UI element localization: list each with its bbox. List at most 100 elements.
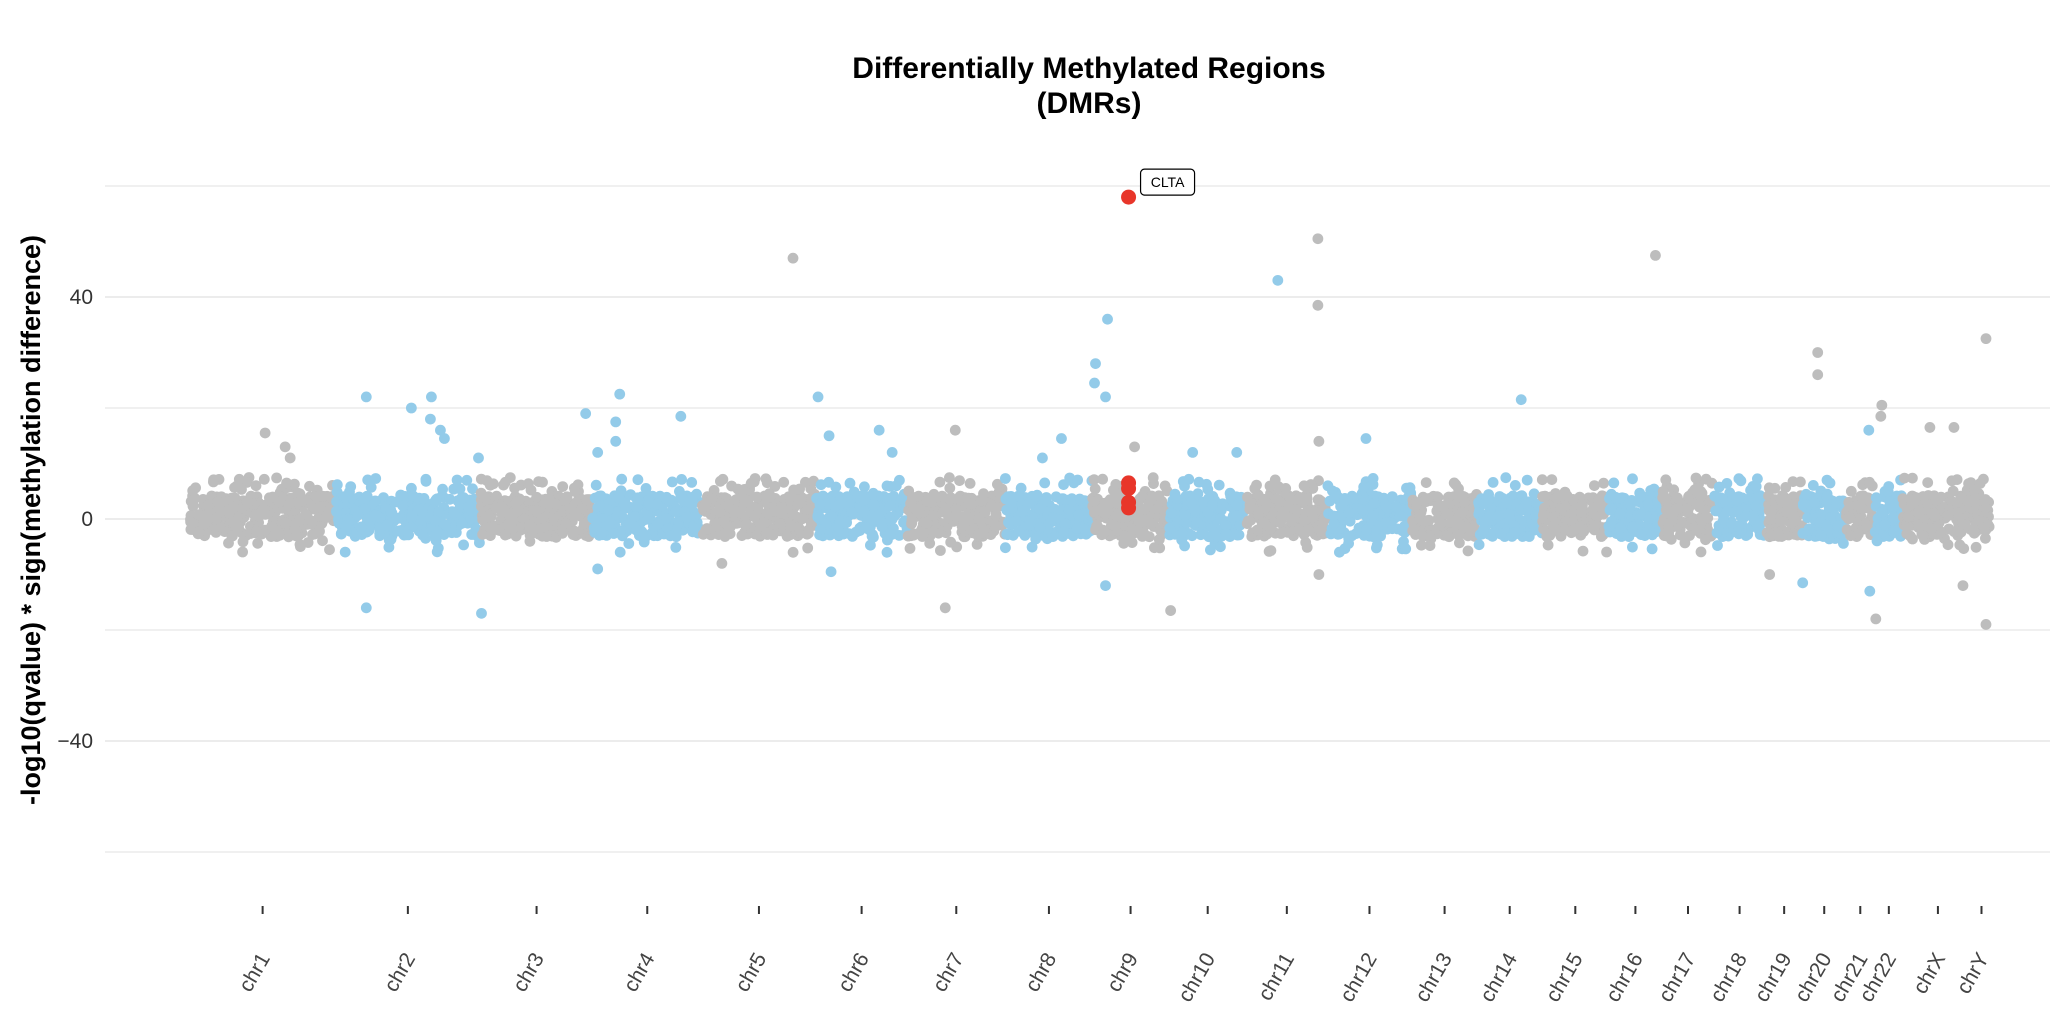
outlier-point: [675, 410, 687, 422]
data-point-chr13: [1422, 493, 1434, 504]
data-point-chr1: [271, 472, 282, 484]
x-tick-label-chr14: chr14: [1476, 949, 1522, 1006]
data-point-chrX: [1929, 511, 1941, 522]
data-point-chr4: [640, 483, 652, 494]
data-point-chr11: [1265, 545, 1277, 556]
data-point-chr4: [674, 486, 685, 497]
outlier-point: [1100, 580, 1111, 591]
data-point-chr8: [1006, 497, 1017, 509]
data-point-chr11: [1313, 495, 1325, 506]
data-point-chr14: [1504, 514, 1516, 526]
outlier-point: [1864, 585, 1876, 597]
data-point-chr17: [1694, 501, 1705, 513]
data-point-chr2: [448, 507, 460, 519]
outlier-point: [823, 430, 835, 442]
data-point-chr3: [541, 531, 552, 542]
data-point-chr10: [1231, 499, 1243, 511]
data-point-chr5: [751, 491, 763, 503]
data-point-chr11: [1298, 480, 1310, 492]
data-point-chr3: [559, 495, 571, 506]
data-point-chr2: [458, 492, 470, 504]
data-point-chr3: [536, 513, 548, 524]
data-point-chr13: [1434, 501, 1446, 512]
data-point-chr3: [548, 512, 560, 523]
data-point-chr7: [921, 517, 933, 529]
data-point-chr4: [686, 477, 698, 488]
data-point-chr7: [978, 488, 989, 500]
data-point-chr13: [1420, 477, 1432, 488]
data-point-chr20: [1797, 527, 1809, 539]
data-point-chr2: [454, 483, 466, 495]
data-point-chr11: [1275, 516, 1286, 528]
data-point-chr12: [1369, 525, 1381, 536]
outlier-point: [425, 413, 436, 425]
data-point-chr12: [1361, 524, 1372, 536]
outlier-point: [1231, 447, 1243, 458]
data-point-chr15: [1550, 492, 1562, 504]
data-point-chr20: [1821, 491, 1833, 503]
data-point-chr10: [1205, 544, 1216, 556]
data-point-chr2: [397, 500, 408, 511]
data-point-chr2: [341, 520, 352, 531]
outlier-point: [580, 408, 592, 419]
data-point-chr5: [745, 477, 757, 489]
outlier-point: [812, 391, 824, 403]
x-tick-label-chrX: chrX: [1909, 949, 1951, 998]
data-point-chr1: [310, 491, 322, 503]
outlier-point: [949, 424, 961, 436]
data-point-chr4: [681, 512, 693, 523]
outlier-point: [1360, 433, 1372, 444]
data-point-chr1: [193, 526, 205, 538]
outlier-point: [716, 558, 728, 569]
data-point-chrY: [1968, 525, 1979, 536]
data-point-chr1: [237, 546, 249, 558]
data-point-chr13: [1416, 539, 1427, 551]
outlier-point: [873, 424, 885, 436]
data-point-chr18: [1750, 501, 1762, 512]
data-point-chr15: [1539, 490, 1551, 502]
data-point-chr2: [417, 529, 429, 541]
data-point-chr5: [761, 477, 773, 489]
data-point-chr12: [1367, 473, 1379, 484]
x-axis-ticks: chr1 chr2 chr3 chr4 chr5 chr6 chr7 chr8 chr9 chr1…: [235, 906, 1994, 1006]
data-point-chr20: [1821, 474, 1833, 486]
outlier-point: [1924, 422, 1936, 433]
data-point-chr7: [944, 472, 955, 484]
x-tick-label-chr2: chr2: [380, 949, 420, 996]
data-point-chr18: [1726, 518, 1738, 529]
data-point-chr15: [1536, 474, 1548, 486]
outlier-point: [426, 391, 437, 403]
data-point-chrY: [1980, 532, 1991, 544]
data-point-chr10: [1207, 499, 1218, 511]
data-point-chrX: [1926, 523, 1937, 535]
data-point-chr6: [894, 474, 905, 486]
highlighted-point: [1121, 500, 1137, 516]
x-tick-label-chr5: chr5: [731, 949, 771, 996]
data-point-chr2: [339, 546, 351, 558]
data-point-chr8: [1039, 477, 1051, 489]
data-point-chr3: [569, 486, 581, 497]
data-point-chr1: [189, 492, 201, 504]
data-point-chr18: [1713, 481, 1725, 493]
data-point-chr4: [640, 531, 652, 543]
data-point-chr3: [499, 476, 511, 488]
data-point-chr1: [317, 535, 328, 547]
data-point-chr15: [1601, 546, 1612, 558]
data-point-chr7: [927, 526, 939, 537]
data-point-chr11: [1249, 483, 1261, 494]
outlier-point: [825, 566, 837, 578]
data-point-chr2: [429, 515, 441, 526]
data-point-chrX: [1922, 490, 1934, 501]
data-point-chr7: [907, 492, 918, 504]
data-point-chr2: [467, 483, 478, 495]
data-point-chr14: [1528, 488, 1540, 500]
data-point-chr14: [1484, 510, 1495, 522]
outlier-point: [1980, 619, 1992, 630]
data-point-chr9: [1136, 490, 1148, 502]
data-point-chr21: [1864, 476, 1875, 488]
data-point-chr5: [724, 528, 736, 540]
data-point-chr5: [706, 493, 718, 504]
data-point-chrX: [1902, 511, 1914, 523]
data-point-chr3: [480, 492, 491, 504]
data-point-chr19: [1790, 515, 1801, 526]
